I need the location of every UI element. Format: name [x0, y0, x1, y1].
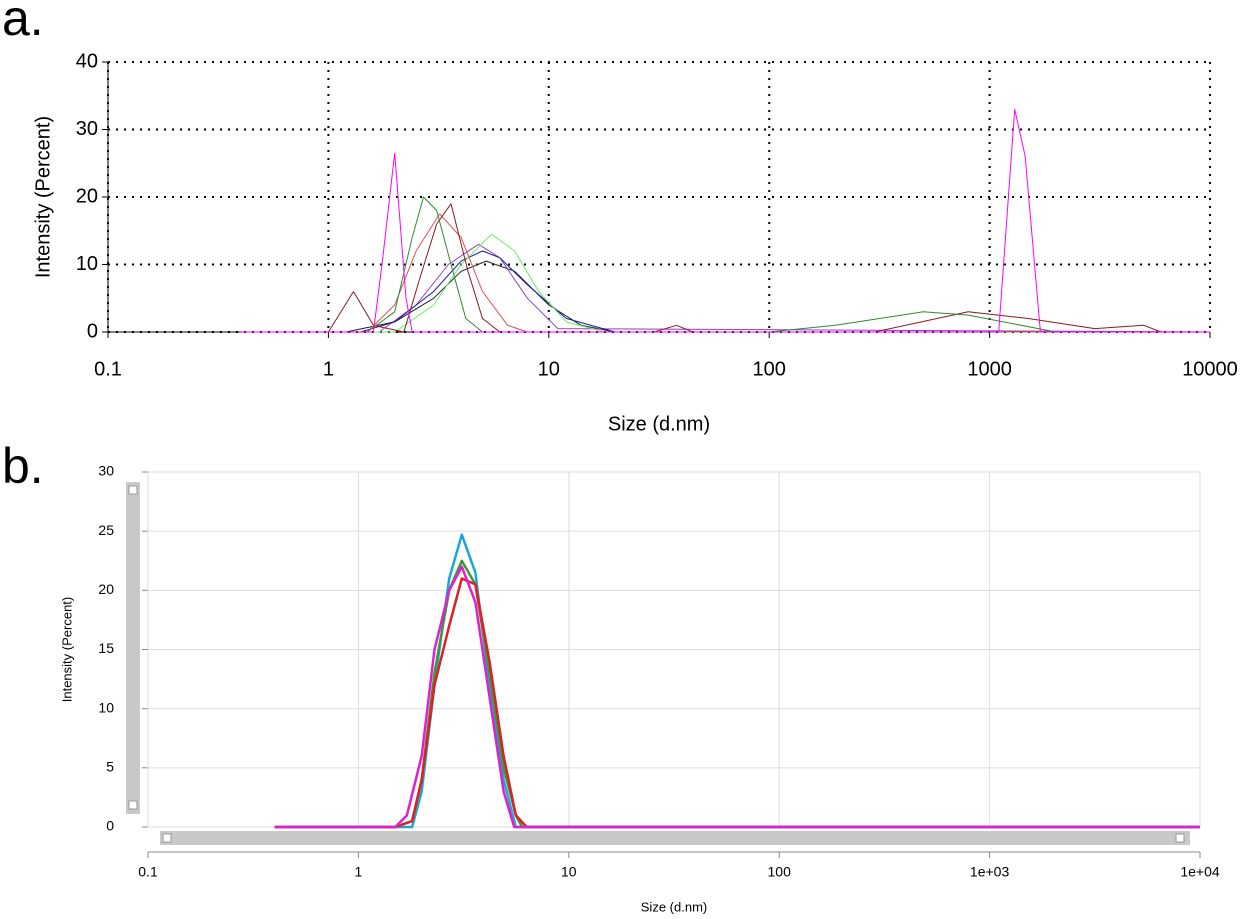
y-tick-label: 20	[98, 581, 114, 597]
x-tick-label: 10000	[1182, 358, 1238, 380]
x-tick-label: 1	[355, 864, 363, 880]
y-tick-label: 20	[76, 185, 98, 207]
data-line	[274, 565, 1200, 829]
y-axis-label: Intensity (Percent)	[32, 116, 54, 278]
y-tick-label: 0	[106, 818, 114, 834]
v-scroll-handle	[128, 485, 138, 495]
data-line	[274, 577, 1200, 829]
data-line	[240, 233, 1210, 333]
x-tick-label: 1	[323, 358, 334, 380]
panel-label: a.	[2, 0, 44, 46]
data-line	[274, 533, 1200, 829]
data-line	[240, 213, 1210, 333]
data-line	[240, 260, 1210, 333]
v-scroll-handle	[128, 800, 138, 810]
y-tick-label: 25	[98, 522, 114, 538]
x-tick-label: 0.1	[138, 864, 158, 880]
y-axis-label: Intensity (Percent)	[59, 597, 74, 703]
y-tick-label: 30	[76, 118, 98, 140]
data-line	[240, 108, 1210, 333]
h-scroll-handle	[1175, 833, 1185, 843]
y-tick-label: 5	[106, 759, 114, 775]
x-tick-label: 100	[768, 864, 792, 880]
x-tick-label: 1e+04	[1180, 864, 1220, 880]
v-scrollbar	[126, 482, 140, 814]
y-tick-label: 15	[98, 640, 114, 656]
x-tick-label: 10	[561, 864, 577, 880]
panel-label: b.	[2, 438, 44, 494]
y-tick-label: 30	[98, 463, 114, 479]
h-scrollbar	[160, 831, 1190, 845]
x-tick-label: 1000	[967, 358, 1012, 380]
x-tick-label: 100	[753, 358, 786, 380]
y-tick-label: 10	[98, 699, 114, 715]
h-scroll-handle	[162, 833, 172, 843]
y-tick-label: 0	[87, 320, 98, 342]
x-axis-label: Size (d.nm)	[641, 899, 707, 914]
x-tick-label: 10	[538, 358, 560, 380]
scrollbars	[126, 482, 1190, 845]
data-line	[240, 250, 1210, 333]
y-tick-label: 40	[76, 50, 98, 72]
x-tick-label: 1e+03	[970, 864, 1010, 880]
data-line	[240, 243, 1211, 333]
y-tick-label: 10	[76, 253, 98, 275]
x-tick-label: 0.1	[94, 358, 122, 380]
x-axis-label: Size (d.nm)	[608, 413, 710, 435]
data-line	[240, 196, 1210, 333]
